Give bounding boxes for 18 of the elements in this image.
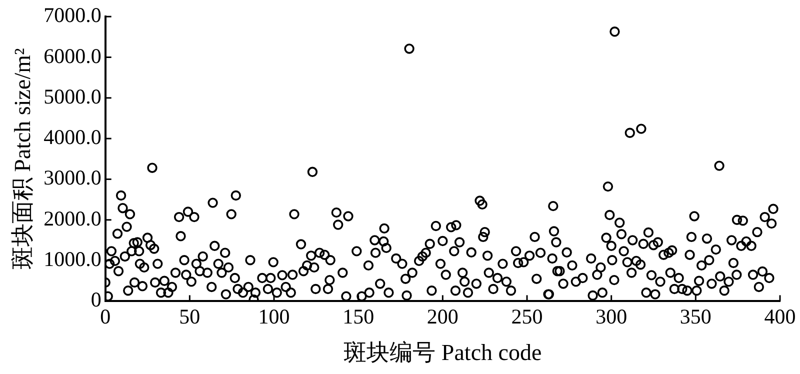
x-tick-label: 400 bbox=[764, 304, 796, 328]
x-tick-label: 250 bbox=[511, 304, 543, 328]
x-tick-label: 300 bbox=[596, 304, 628, 328]
x-tick-label: 150 bbox=[342, 304, 374, 328]
y-tick-label: 3000.0 bbox=[44, 166, 102, 190]
x-tick-label: 200 bbox=[426, 304, 458, 328]
y-tick-label: 4000.0 bbox=[44, 125, 102, 150]
y-tick-label: 0 bbox=[90, 288, 102, 312]
y-tick-label: 5000.0 bbox=[44, 84, 102, 108]
y-tick-label: 6000.0 bbox=[44, 44, 102, 68]
y-tick-label: 7000.0 bbox=[44, 3, 102, 28]
y-axis-title: 斑块面积 Patch size/m² bbox=[10, 48, 35, 270]
y-tick-label: 2000.0 bbox=[44, 206, 102, 230]
x-axis-title: 斑块编号 Patch code bbox=[344, 340, 542, 366]
x-tick-label: 350 bbox=[680, 304, 712, 328]
x-tick-label: 100 bbox=[258, 304, 290, 328]
x-tick-label: 50 bbox=[179, 304, 200, 328]
y-tick-label: 1000.0 bbox=[44, 247, 102, 272]
